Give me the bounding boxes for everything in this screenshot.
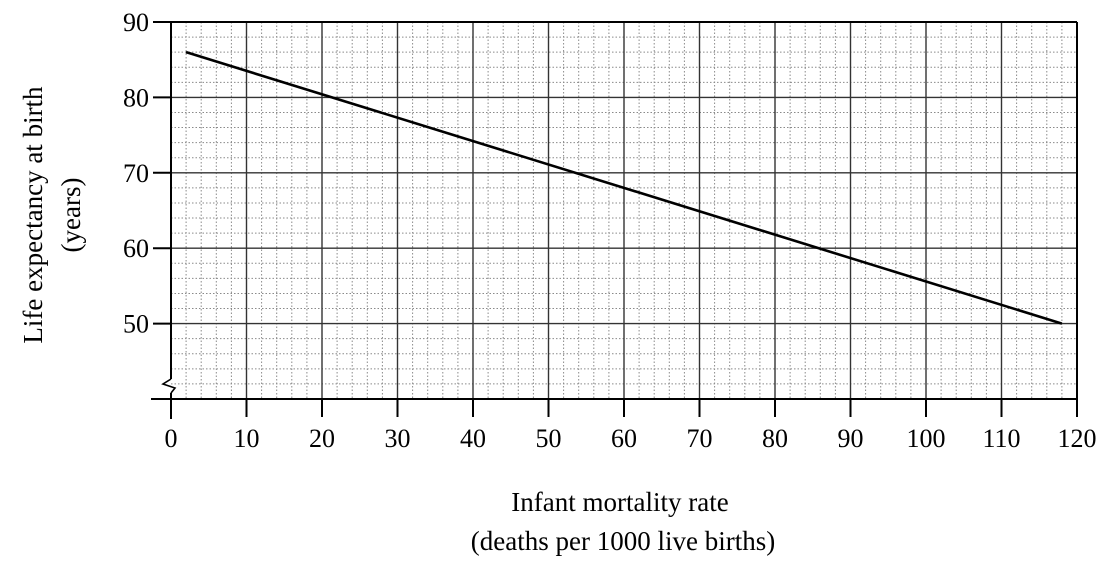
series-line: [185, 50, 1063, 325]
y-tick-labels: 50 60 70 80 90: [123, 8, 149, 339]
x-tick-label: 30: [385, 424, 411, 453]
x-tick-label: 10: [234, 424, 260, 453]
series-layer: [185, 50, 1063, 325]
x-tick-label: 100: [907, 424, 946, 453]
y-axis-break-symbol: [161, 378, 177, 394]
y-tick-label: 80: [123, 83, 149, 112]
x-tick-label: 90: [838, 424, 864, 453]
y-axis-title-line-1: Life expectancy at birth: [18, 86, 48, 344]
x-tick-label: 80: [762, 424, 788, 453]
x-axis-title-line-2: (deaths per 1000 live births): [471, 526, 775, 556]
x-tick-label: 70: [687, 424, 713, 453]
y-tick-label: 90: [123, 8, 149, 37]
x-tick-label: 120: [1058, 424, 1097, 453]
y-tick-label: 60: [123, 234, 149, 263]
x-tick-label: 40: [460, 424, 486, 453]
major-grid: [171, 22, 1077, 399]
x-tick-label: 20: [309, 424, 335, 453]
x-tick-label: 50: [536, 424, 562, 453]
y-axis-title-line-2: (years): [56, 178, 86, 253]
y-tick-label: 50: [123, 310, 149, 339]
x-axis-title-line-1: Infant mortality rate: [511, 487, 728, 517]
axes: [151, 21, 1078, 419]
x-tick-label: 110: [982, 424, 1020, 453]
y-tick-label: 70: [123, 159, 149, 188]
x-tick-labels: 0 10 20 30 40 50 60 70 80 90 100 110 120: [165, 424, 1097, 453]
x-tick-label: 0: [165, 424, 178, 453]
x-tick-label: 60: [611, 424, 637, 453]
